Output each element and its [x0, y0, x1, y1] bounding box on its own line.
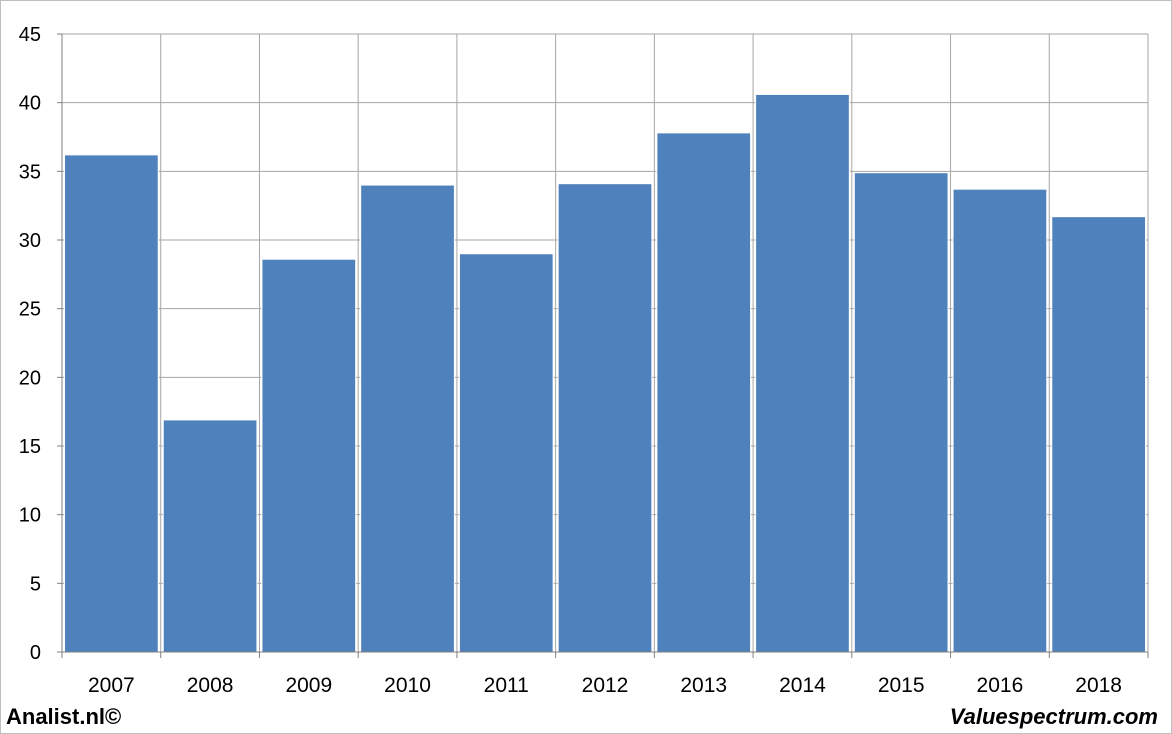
- x-tick-label: 2013: [680, 674, 727, 697]
- axes: [57, 33, 1149, 658]
- y-tick-label: 45: [19, 24, 41, 46]
- y-tick-label: 30: [19, 230, 41, 252]
- bar-2010: [360, 184, 455, 653]
- bars: [64, 93, 1146, 653]
- y-tick-label: 10: [19, 505, 41, 527]
- bar-2009: [261, 258, 357, 653]
- x-tick-labels: 2007 2008 2009 2010 2011 2012 2013 2014 2015 2016…: [88, 674, 1122, 697]
- y-tick-label: 0: [30, 642, 41, 664]
- bar-2014: [755, 93, 850, 653]
- y-tick-label: 5: [30, 573, 41, 595]
- bar-2011: [458, 253, 554, 653]
- y-tick-label: 15: [19, 436, 41, 458]
- x-tick-label: 2018: [1075, 674, 1122, 697]
- x-tick-label: 2010: [384, 674, 431, 697]
- y-tick-labels: 0 5 10 15 20 25 30 35 40 45: [19, 24, 41, 664]
- bar-2018: [1051, 216, 1146, 653]
- bar-2007: [64, 154, 159, 653]
- x-tick-label: 2012: [582, 674, 629, 697]
- bar-2015: [853, 172, 949, 653]
- source-label: Analist.nl©: [6, 704, 122, 729]
- x-tick-label: 2008: [187, 674, 234, 697]
- x-tick-label: 2015: [878, 674, 925, 697]
- x-tick-label: 2016: [977, 674, 1024, 697]
- bar-2013: [656, 132, 752, 653]
- x-tick-label: 2009: [285, 674, 332, 697]
- y-tick-label: 25: [19, 299, 41, 321]
- x-tick-label: 2014: [779, 674, 826, 697]
- watermark-label: Valuespectrum.com: [949, 704, 1158, 729]
- x-tick-label: 2011: [484, 674, 529, 697]
- x-tick-label: 2007: [88, 674, 135, 697]
- y-tick-label: 20: [19, 367, 41, 389]
- y-tick-label: 35: [19, 161, 41, 183]
- bar-2016: [952, 188, 1048, 653]
- bar-2008: [162, 419, 258, 653]
- bar-2012: [557, 183, 653, 653]
- y-tick-label: 40: [19, 93, 41, 115]
